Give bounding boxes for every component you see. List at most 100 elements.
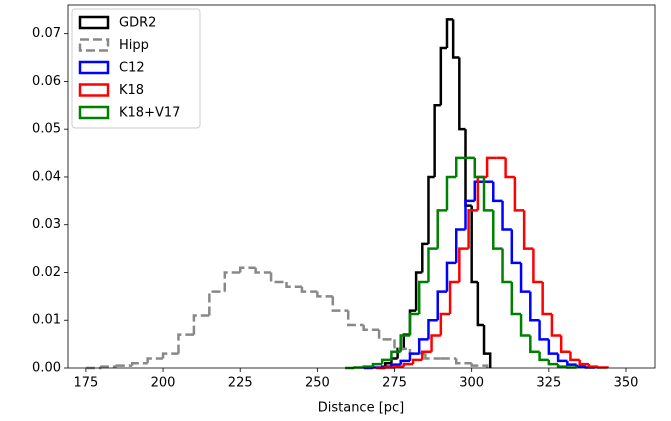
histogram-step: [458, 247, 469, 283]
histogram-step: [501, 248, 512, 284]
x-tick-label: 325: [536, 376, 561, 391]
histogram-series: [363, 180, 597, 370]
histogram-step: [300, 286, 318, 293]
y-tick-label: 0.01: [32, 313, 61, 328]
histogram-step: [538, 351, 549, 362]
histogram-step: [510, 229, 522, 265]
histogram-step: [482, 176, 494, 212]
histogram-step: [393, 339, 410, 351]
histogram-step: [269, 272, 287, 284]
legend-label: K18+V17: [119, 106, 180, 121]
histogram-step: [510, 282, 522, 316]
histogram-step: [513, 176, 525, 212]
histogram-step: [464, 199, 475, 230]
histogram-step: [439, 46, 447, 106]
histogram-step: [470, 205, 478, 284]
histogram-step: [417, 280, 429, 315]
histogram-step: [454, 228, 466, 263]
y-tick-label: 0.02: [32, 265, 61, 280]
histogram-step: [390, 363, 401, 367]
histogram-step: [522, 210, 534, 250]
histogram-step: [454, 156, 466, 177]
histogram-step: [427, 247, 438, 283]
histogram-step: [130, 361, 148, 366]
histogram-step: [362, 365, 373, 368]
histogram-step: [208, 290, 225, 316]
histogram-step: [427, 318, 438, 340]
histogram-step: [393, 365, 404, 368]
histogram-step: [380, 358, 392, 365]
histogram-step: [346, 310, 364, 327]
histogram-step: [390, 350, 401, 360]
histogram-step: [529, 291, 540, 322]
histogram-step: [316, 291, 333, 298]
histogram-step: [492, 210, 503, 250]
histogram-step: [454, 358, 472, 365]
histogram-step: [399, 359, 410, 365]
histogram-step: [421, 350, 432, 360]
histogram-step: [473, 157, 485, 179]
histogram-step: [538, 320, 549, 341]
histogram-step: [439, 312, 451, 336]
legend-label: K18: [119, 83, 144, 98]
histogram-step: [445, 18, 454, 48]
x-tick-label: 300: [459, 376, 484, 391]
legend-swatch: [78, 38, 110, 52]
x-tick-label: 200: [151, 376, 176, 391]
y-tick-label: 0.05: [32, 122, 61, 137]
histogram-step: [519, 314, 531, 337]
histogram-step: [146, 357, 164, 364]
histogram-step: [411, 358, 423, 365]
histogram-step: [501, 200, 512, 231]
histogram-step: [458, 57, 466, 131]
histogram-step: [541, 282, 552, 316]
histogram-step: [285, 282, 302, 289]
histogram-step: [408, 312, 420, 336]
legend-label: C12: [119, 61, 145, 76]
histogram-step: [427, 175, 435, 244]
histogram-step: [550, 314, 562, 337]
x-tick-label: 250: [305, 376, 330, 391]
histogram-step: [223, 271, 241, 292]
x-tick-label: 225: [228, 376, 253, 391]
histogram-step: [556, 353, 568, 363]
histogram-step: [547, 359, 559, 366]
histogram-step: [377, 329, 395, 341]
histogram-step: [532, 248, 543, 284]
histogram-step: [402, 362, 414, 367]
histogram-step: [519, 262, 531, 293]
histogram-step: [115, 364, 133, 367]
histogram-step: [371, 362, 383, 367]
histogram-step: [492, 181, 503, 203]
histogram-step: [476, 282, 485, 327]
y-tick-label: 0.07: [32, 26, 61, 41]
histogram-step: [547, 339, 559, 355]
histogram-series: [85, 266, 489, 370]
histogram-step: [559, 335, 571, 354]
legend-label: Hipp: [119, 38, 149, 53]
histogram-step: [566, 360, 577, 366]
x-tick-label: 175: [73, 376, 98, 391]
histogram-step: [331, 296, 349, 312]
histogram-step: [430, 334, 441, 352]
legend-swatch: [78, 105, 110, 120]
histogram-step: [421, 242, 429, 273]
histogram-step: [100, 365, 117, 368]
legend-label: GDR2: [119, 16, 156, 31]
histogram-step: [569, 351, 580, 362]
histogram-step: [445, 175, 457, 211]
histogram-step: [436, 209, 447, 249]
x-tick-label: 350: [614, 376, 639, 391]
axes-frame: [67, 4, 656, 369]
x-axis-label: Distance [pc]: [318, 401, 405, 416]
legend-box: [71, 8, 201, 129]
histogram-step: [417, 338, 429, 354]
histogram-step: [529, 335, 540, 354]
histogram-step: [504, 157, 515, 179]
histogram-step: [451, 19, 460, 59]
legend-swatch: [78, 60, 110, 75]
histogram-step: [254, 267, 272, 274]
histogram-step: [192, 314, 210, 335]
histogram-step: [448, 280, 460, 315]
